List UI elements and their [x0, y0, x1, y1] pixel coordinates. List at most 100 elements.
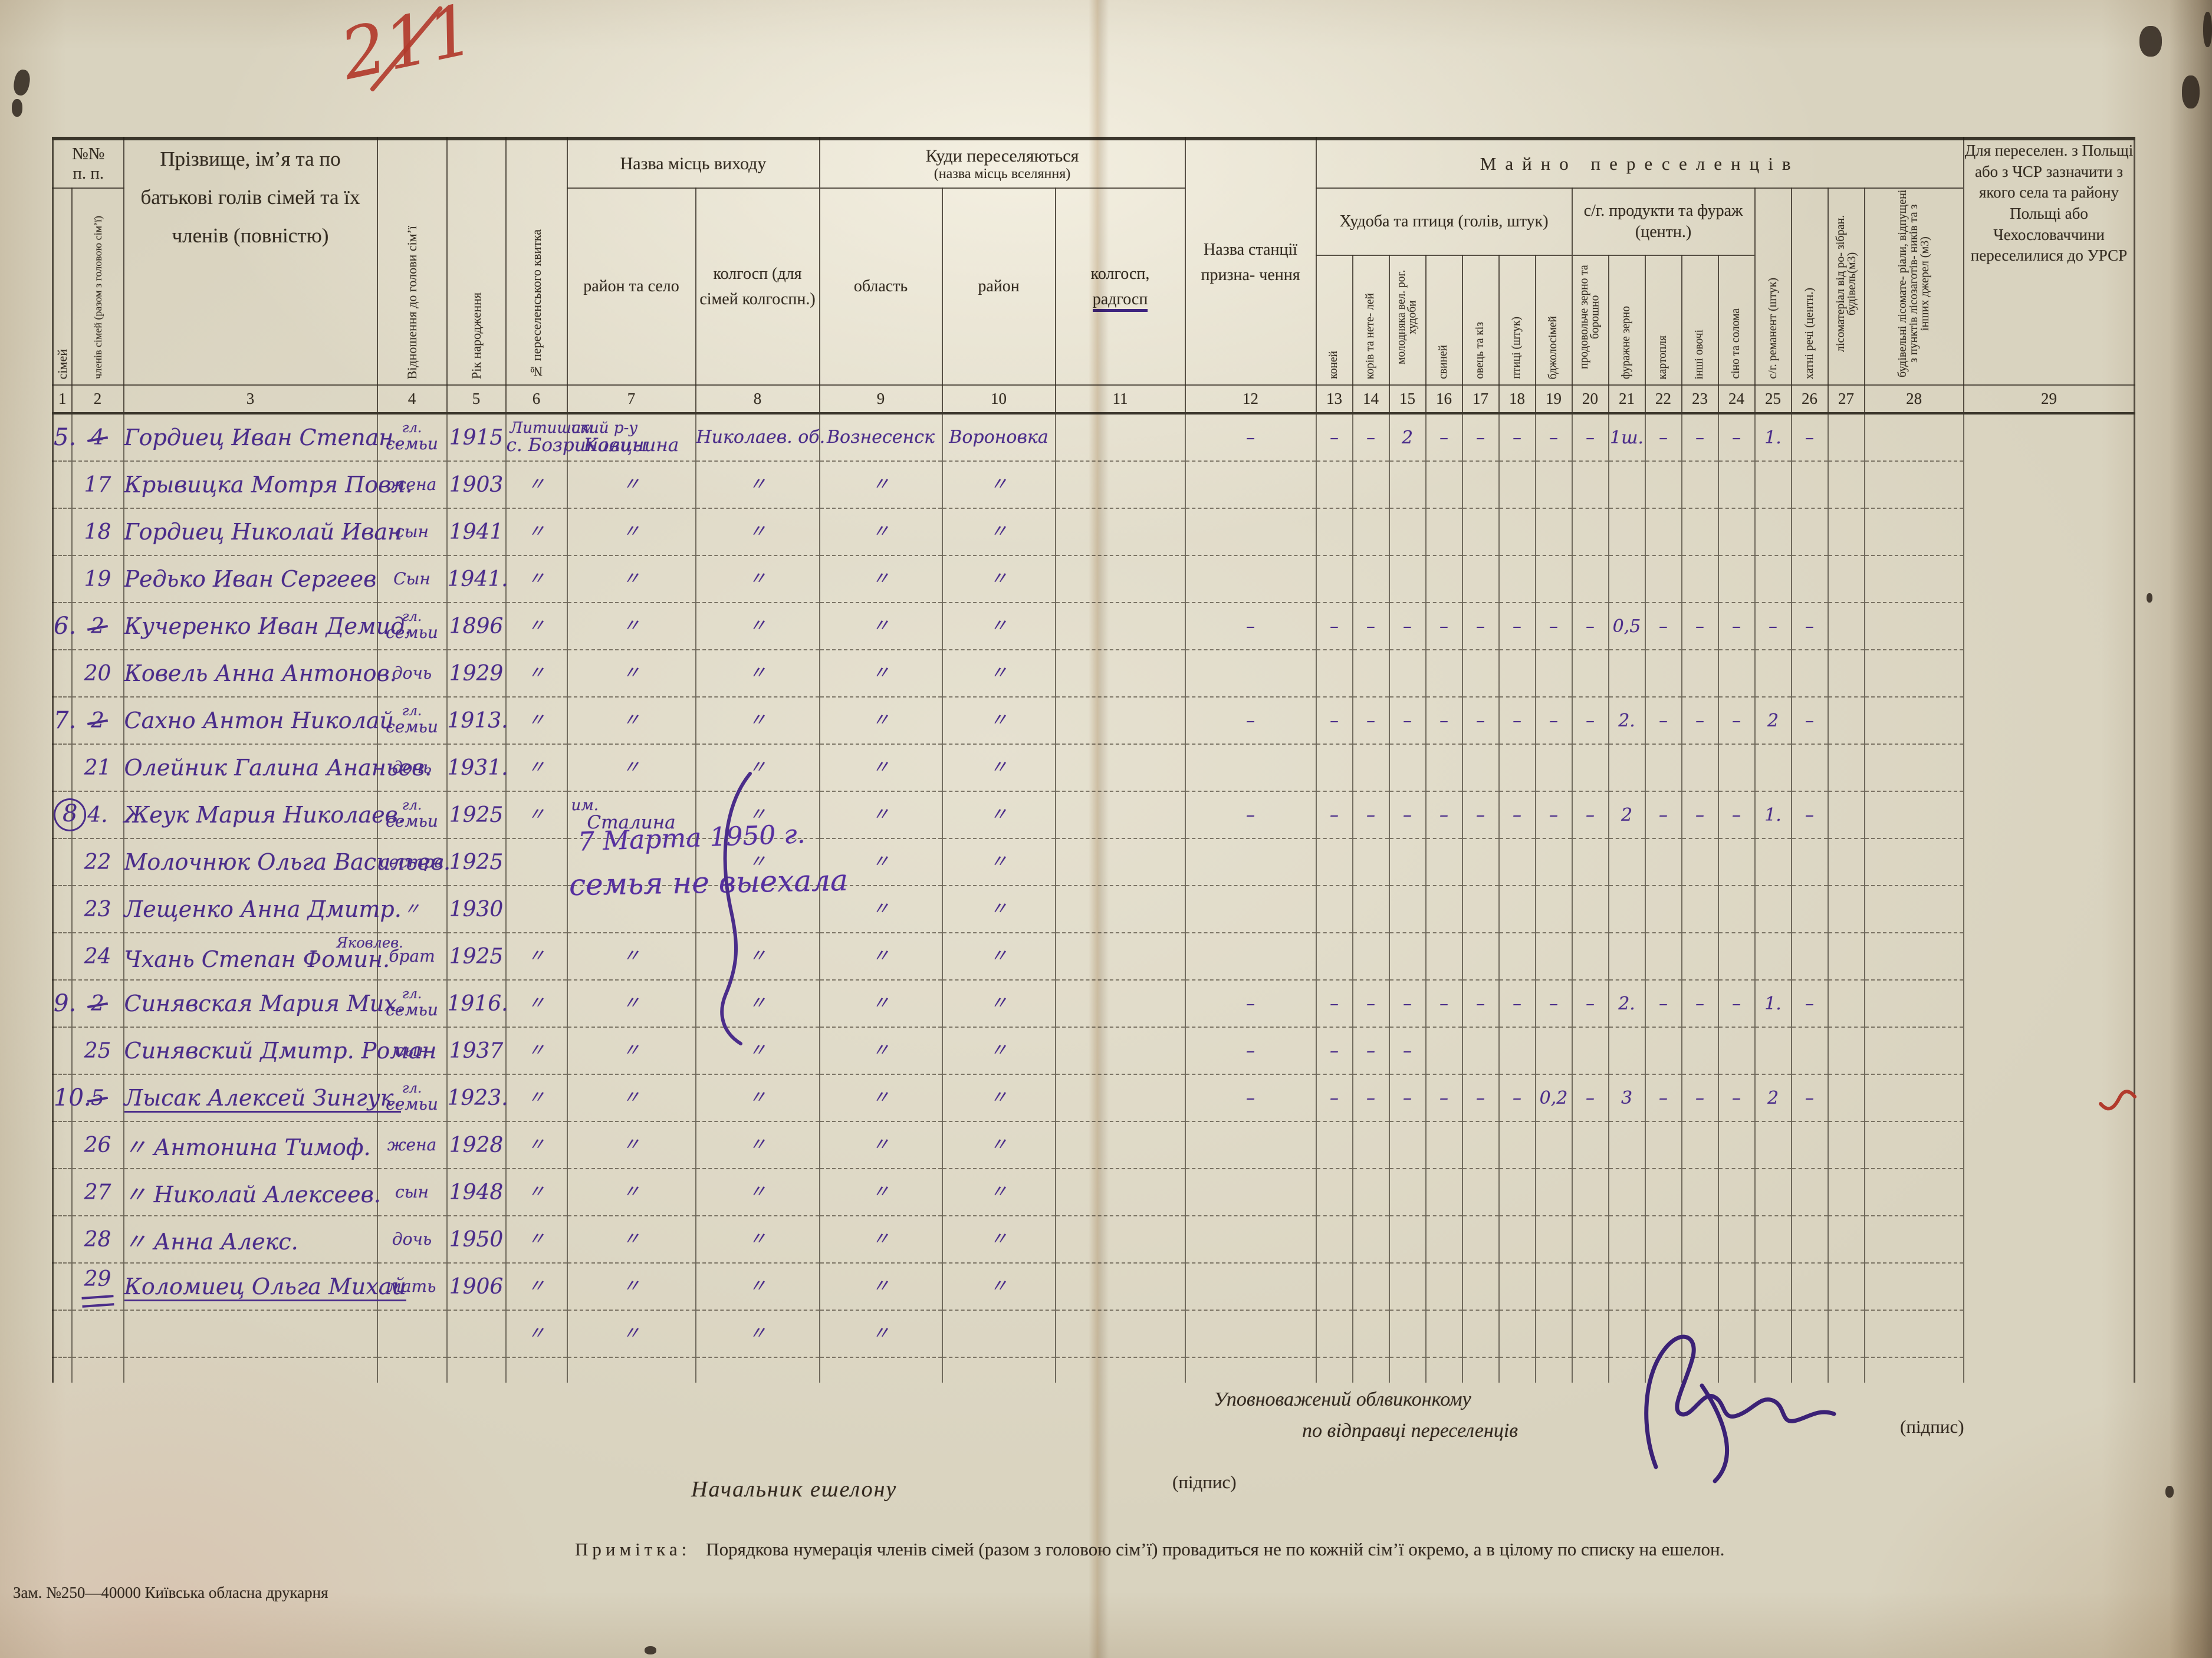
property-value-cell [1608, 886, 1646, 933]
origin-place-cell: 〃 [505, 1027, 568, 1075]
property-value-cell [1461, 461, 1500, 509]
origin-country-cell [1863, 838, 1964, 886]
relation: дочь [392, 758, 432, 778]
column-number: 13 [1315, 384, 1353, 414]
birth-year: 1948 [449, 1180, 504, 1205]
origin-place-cell: 〃 [505, 555, 568, 603]
member-number: 27 [84, 1180, 111, 1205]
relation-cell: жена [376, 1121, 448, 1169]
col-young-cattle-header: молодняка вел. рог. худоби [1388, 255, 1427, 386]
relation-cell: гл. семьи [376, 791, 448, 839]
dest-raion: 〃 [872, 993, 890, 1014]
property-value-cell: – [1315, 413, 1353, 462]
dest-kolhosp: 〃 [990, 663, 1008, 684]
property-value-cell: – [1644, 1074, 1682, 1122]
property-value: – [1805, 616, 1815, 637]
relation-cell: Сын [376, 555, 448, 603]
member-number-cell: 5 [71, 1074, 124, 1122]
birth-year: 1929 [449, 661, 504, 686]
property-value-cell [1681, 1169, 1719, 1216]
dest-raion-cell: 〃 [819, 838, 943, 886]
origin-place-cell: 〃 [505, 1121, 568, 1169]
ink-speck [12, 99, 22, 117]
property-value: – [1439, 804, 1449, 825]
relation-cell: сын [376, 508, 448, 556]
property-value-cell [1184, 1169, 1317, 1216]
member-number-cell: 19 [71, 555, 124, 603]
origin-country-cell [1863, 791, 1964, 839]
stub-cell [1790, 1357, 1829, 1383]
property-value-cell [1754, 461, 1792, 509]
origin-place-cell: 〃 [505, 791, 568, 839]
property-value-cell [1461, 650, 1500, 698]
col-cows-header: корів та нете- лей [1352, 255, 1390, 386]
dest-station-cell [1054, 933, 1186, 981]
cows-label: корів та нете- лей [1364, 292, 1377, 379]
property-value: 1. [1764, 804, 1782, 825]
column-number: 2 [71, 384, 124, 414]
origin-place-cell: 〃 [505, 697, 568, 745]
col-beehives-header: бджолосімей [1534, 255, 1573, 386]
property-value-cell [1352, 508, 1390, 556]
property-value: 0,5 [1612, 616, 1641, 637]
origin-kolhosp-name: Калинина [583, 434, 679, 456]
member-number: 22 [84, 850, 111, 874]
property-value-cell [1681, 650, 1719, 698]
property-value-cell [1571, 1216, 1609, 1264]
property-value-cell [1534, 650, 1573, 698]
column-number: 11 [1054, 384, 1186, 414]
stub-cell [1534, 1357, 1573, 1383]
property-value-cell [1498, 1027, 1536, 1075]
origin-ditto: 〃 [527, 663, 545, 684]
dest-kolhosp-cell: 〃 [941, 1027, 1056, 1075]
dest-kolhosp: 〃 [990, 1182, 1008, 1203]
property-value-cell [1717, 933, 1756, 981]
building-timber-cell [1827, 461, 1865, 509]
property-value-cell [1571, 886, 1609, 933]
property-value-cell [1425, 838, 1463, 886]
dest-raion-cell: Вознесенск [819, 413, 943, 462]
dest-raion: 〃 [872, 1134, 890, 1156]
family-number-cell [52, 1121, 73, 1169]
relation: семьи [386, 717, 438, 737]
stub-cell [1827, 1357, 1865, 1383]
relation-cell: сестра [376, 838, 448, 886]
dest-raion: 〃 [872, 474, 890, 495]
relation: жена [387, 1135, 437, 1155]
property-value-cell [1644, 461, 1682, 509]
origin-place-cell: 〃 [505, 603, 568, 650]
dest-kolhosp: 〃 [990, 710, 1008, 731]
property-value: – [1549, 710, 1559, 731]
column-number: 24 [1717, 384, 1756, 414]
dest-oblast-cell: 〃 [695, 1216, 820, 1264]
property-value-cell [1461, 1121, 1500, 1169]
property-value-cell [1681, 461, 1719, 509]
property-value-cell [1425, 1169, 1463, 1216]
column-number: 29 [1963, 384, 2135, 414]
col-station-header: Назва станції призна- чення [1184, 138, 1317, 386]
property-value-cell: – [1717, 1074, 1756, 1122]
member-number: 23 [84, 897, 111, 922]
origin-kolhosp-cell: им. Сталина [566, 791, 696, 839]
property-value-cell: – [1352, 1027, 1390, 1075]
origin-country-cell [1863, 1216, 1964, 1264]
origin-kolhosp-cell: 〃 [566, 1310, 696, 1358]
property-value-cell: – [1681, 1074, 1719, 1122]
dest-kolhosp: 〃 [990, 1134, 1008, 1156]
property-value: – [1769, 616, 1778, 637]
property-value-cell: – [1644, 791, 1682, 839]
dest-station-cell [1054, 886, 1186, 933]
property-value-cell [1498, 886, 1536, 933]
relation: семьи [386, 1000, 438, 1020]
group-livestock-header: Худоба та птиця (голів, штук) [1315, 187, 1573, 256]
property-value-cell [1644, 1216, 1682, 1264]
dest-raion: 〃 [872, 568, 890, 590]
property-value-cell: – [1717, 413, 1756, 462]
property-value-cell [1352, 838, 1390, 886]
person-name: 〃 Анна Алекс. [124, 1228, 298, 1255]
birth-year: 1896 [449, 614, 504, 639]
property-value: 0,2 [1539, 1087, 1568, 1108]
property-value-cell [1461, 744, 1500, 792]
property-value-cell [1534, 508, 1573, 556]
property-value: – [1403, 710, 1412, 731]
